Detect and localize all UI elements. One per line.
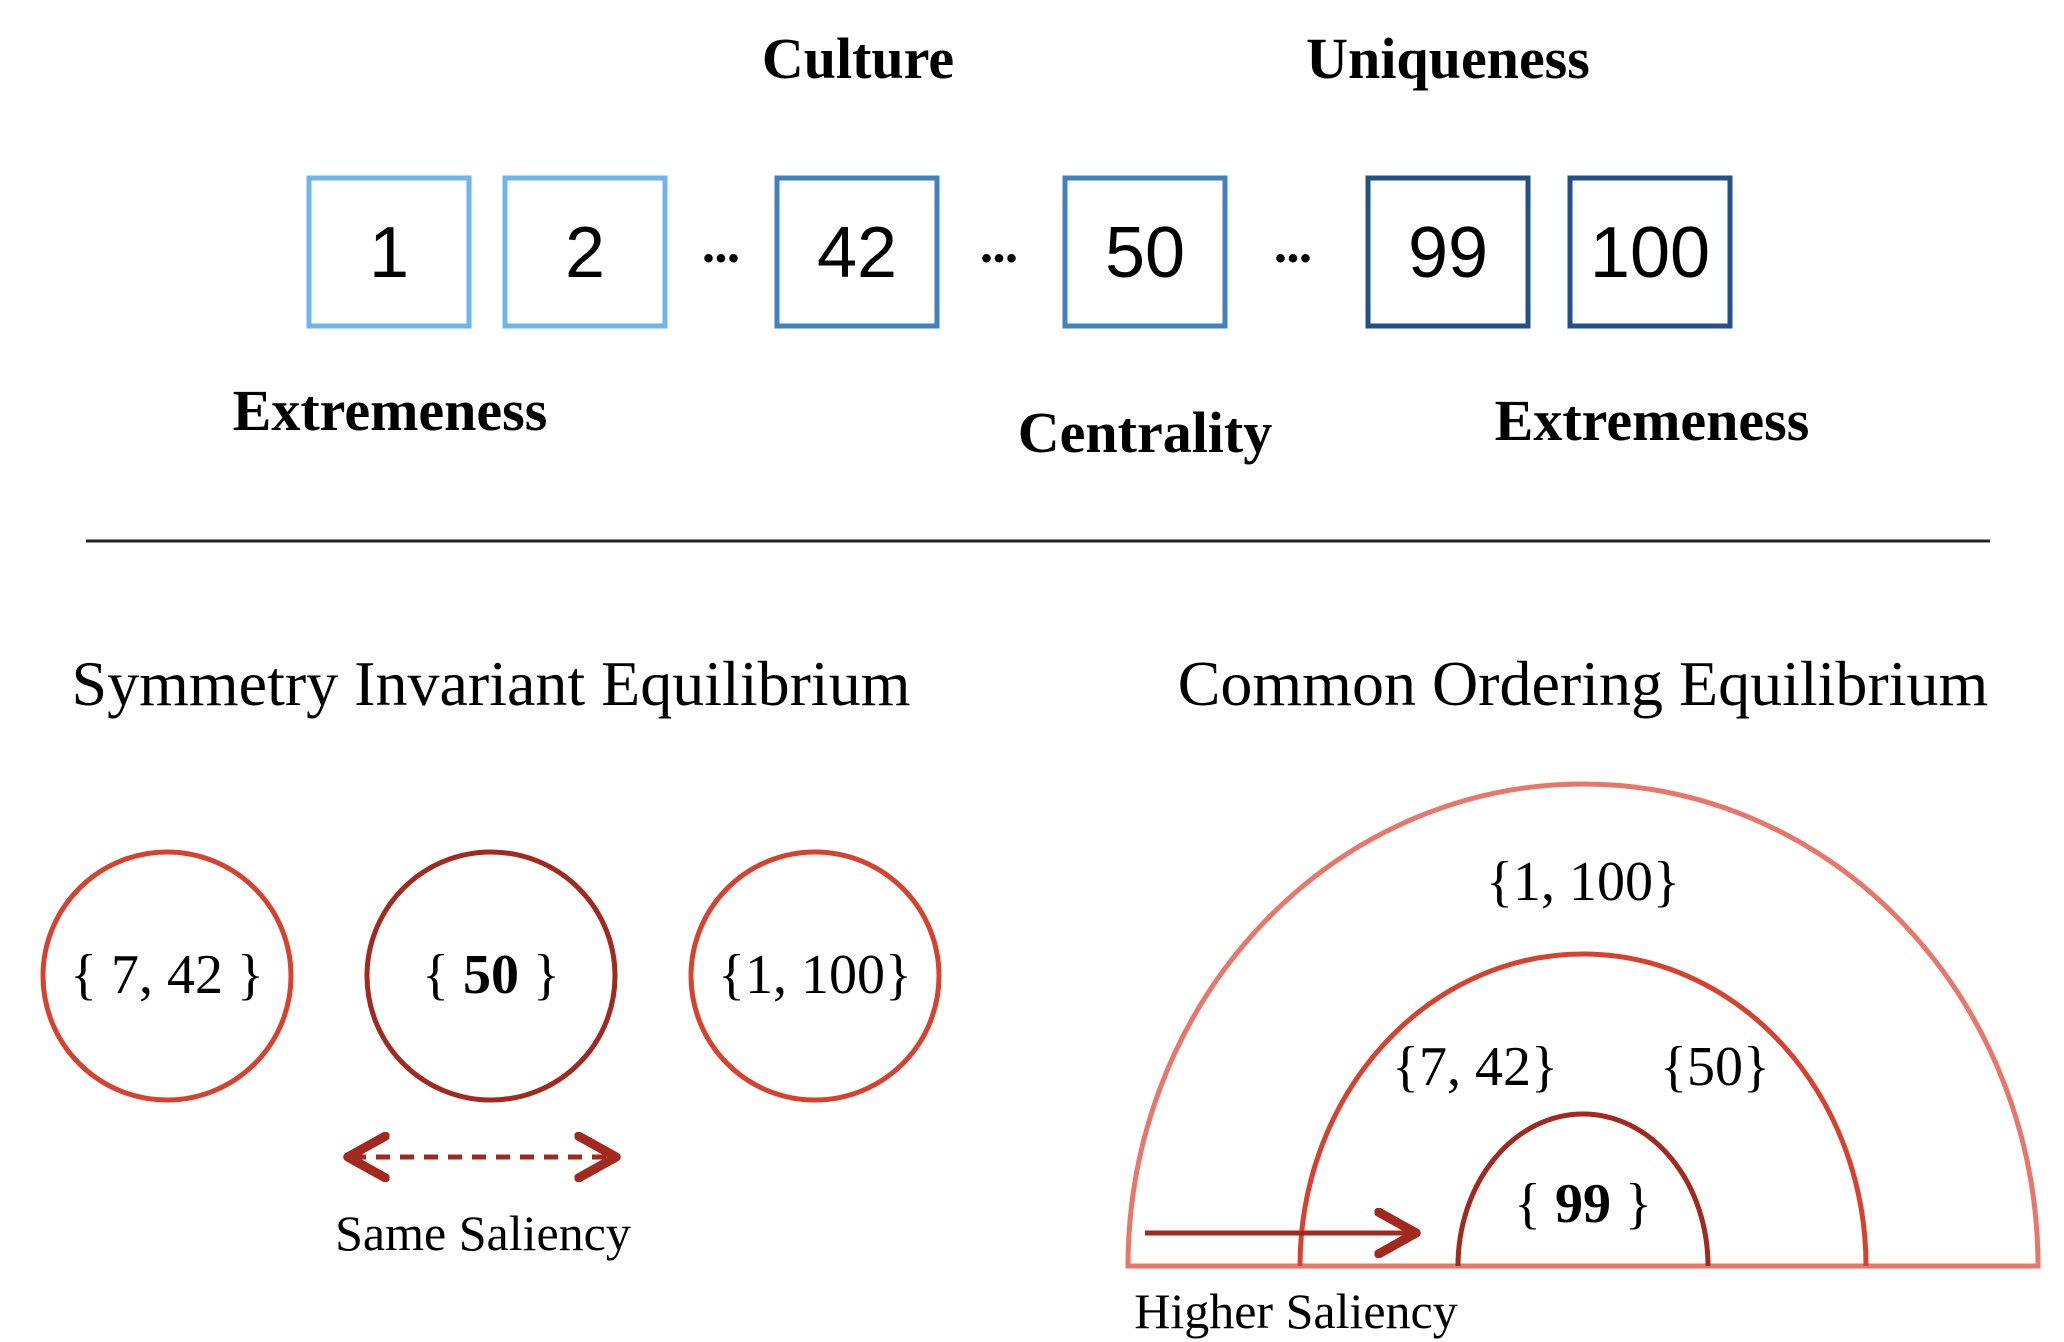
higher-saliency-label: Higher Saliency	[1134, 1283, 1458, 1339]
circle-7-42-label: { 7, 42 }	[70, 944, 264, 1006]
ellipsis-2: •••	[981, 242, 1019, 275]
middle-label-left: {7, 42}	[1392, 1036, 1558, 1098]
middle-label-right: {50}	[1660, 1036, 1770, 1098]
label-centrality: Centrality	[1018, 400, 1273, 465]
symmetry-title: Symmetry Invariant Equilibrium	[72, 648, 911, 719]
number-box-42-value: 42	[817, 213, 897, 293]
number-box-100-value: 100	[1590, 213, 1710, 293]
label-extremeness-left: Extremeness	[233, 378, 548, 443]
circle-50-label: { 50 }	[422, 944, 560, 1006]
circle-50: { 50 }	[364, 849, 618, 1103]
inner-label: { 99 }	[1514, 1173, 1652, 1235]
circle-1-100-label: {1, 100}	[718, 944, 912, 1006]
number-box-1-value: 1	[369, 213, 409, 293]
common-ordering-panel: Common Ordering Equilibrium {1, 100} {7,…	[1125, 648, 2041, 1339]
outer-semicircle	[1125, 781, 2041, 1269]
number-box-99-value: 99	[1408, 213, 1488, 293]
inner-semicircle	[1455, 1111, 1711, 1267]
middle-semicircle	[1297, 951, 1869, 1267]
circle-7-42: { 7, 42 }	[40, 849, 294, 1103]
number-box-2-value: 2	[565, 213, 605, 293]
label-uniqueness: Uniqueness	[1306, 26, 1590, 91]
number-box-99: 99	[1365, 175, 1531, 329]
circle-1-100: {1, 100}	[688, 849, 942, 1103]
common-title: Common Ordering Equilibrium	[1178, 648, 1989, 719]
symmetry-panel: Symmetry Invariant Equilibrium { 7, 42 }…	[40, 648, 942, 1261]
ellipsis-1: •••	[703, 242, 741, 275]
number-box-1: 1	[306, 175, 472, 329]
outer-label: {1, 100}	[1486, 851, 1680, 913]
number-box-100: 100	[1567, 175, 1733, 329]
same-saliency-label: Same Saliency	[335, 1205, 631, 1261]
divider	[86, 539, 1990, 548]
number-box-42: 42	[774, 175, 940, 329]
number-box-2: 2	[502, 175, 668, 329]
number-line-panel: Culture Uniqueness 1 2 ••• 42 ••• 50 •••…	[233, 26, 1810, 465]
ellipsis-3: •••	[1275, 242, 1313, 275]
number-box-50: 50	[1062, 175, 1228, 329]
label-extremeness-right: Extremeness	[1495, 388, 1810, 453]
number-box-50-value: 50	[1105, 213, 1185, 293]
label-culture: Culture	[762, 26, 954, 91]
